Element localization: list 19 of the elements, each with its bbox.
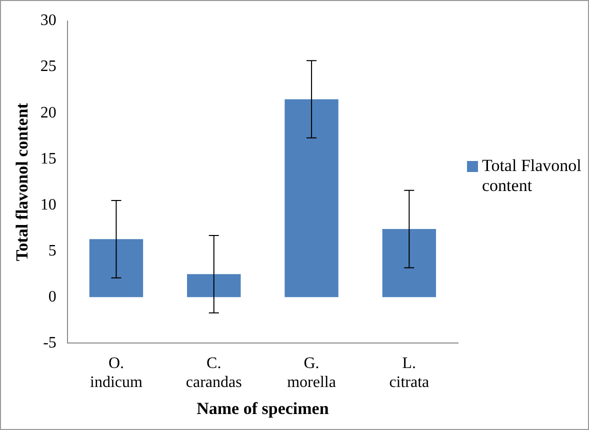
legend-label: Total Flavonol content xyxy=(482,156,582,196)
x-tick-label: O. indicum xyxy=(90,355,143,392)
x-tick-label: C. carandas xyxy=(186,355,242,392)
y-tick-label: 10 xyxy=(40,196,56,214)
x-axis-title: Name of specimen xyxy=(196,399,330,418)
y-tick-label: 30 xyxy=(40,12,56,30)
bar xyxy=(187,274,241,298)
bar xyxy=(284,99,338,298)
y-tick-label: -5 xyxy=(43,334,56,352)
y-axis-title: Total flavonol content xyxy=(12,102,32,262)
bar xyxy=(89,239,144,298)
x-tick-label: L. citrata xyxy=(389,355,430,392)
y-tick-label: 15 xyxy=(40,150,56,168)
y-tick-label: 0 xyxy=(48,288,56,306)
bar xyxy=(382,229,436,298)
x-tick-label: G. morella xyxy=(287,355,336,392)
y-tick-label: 20 xyxy=(40,104,56,122)
y-tick-label: 25 xyxy=(40,58,56,76)
y-tick-label: 5 xyxy=(48,242,56,260)
